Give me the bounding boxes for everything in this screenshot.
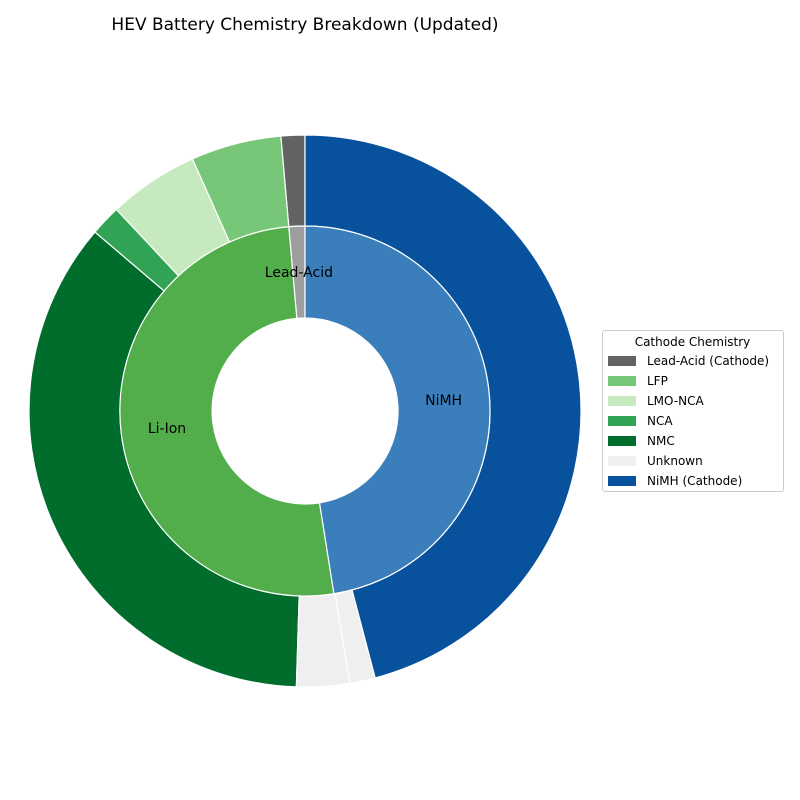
- chart-title: HEV Battery Chemistry Breakdown (Updated…: [111, 15, 498, 35]
- legend-swatch: [608, 476, 636, 486]
- legend-item-lfp: LFP: [608, 371, 777, 391]
- legend-label: LFP: [647, 374, 668, 388]
- legend-swatch: [608, 416, 636, 426]
- inner-wedge-li-ion: [119, 226, 335, 597]
- legend-items: Lead-Acid (Cathode) LFP LMO-NCA NCA NMC Unkno…: [608, 351, 777, 491]
- inner-ring: [119, 225, 491, 597]
- legend-title: Cathode Chemistry: [634, 335, 751, 349]
- legend-swatch: [608, 456, 636, 466]
- outer-ring: [28, 134, 582, 688]
- inner-label-li-ion: Li-Ion: [148, 421, 186, 437]
- legend-item-nimh-cathode: NiMH (Cathode): [608, 471, 777, 491]
- legend-label: NCA: [647, 414, 673, 428]
- inner-label-lead-acid: Lead-Acid: [265, 265, 333, 281]
- legend-label: NMC: [647, 434, 675, 448]
- legend-label: Unknown: [647, 454, 703, 468]
- legend-swatch: [608, 376, 636, 386]
- inner-wedge-nimh: [304, 225, 491, 595]
- legend-item-lmo-nca: LMO-NCA: [608, 391, 777, 411]
- legend-item-nmc: NMC: [608, 431, 777, 451]
- legend-label: LMO-NCA: [647, 394, 704, 408]
- legend-item-lead-acid-cathode: Lead-Acid (Cathode): [608, 351, 777, 371]
- legend-item-unknown: Unknown: [608, 451, 777, 471]
- legend-swatch: [608, 436, 636, 446]
- legend-swatch: [608, 396, 636, 406]
- legend-label: NiMH (Cathode): [647, 474, 743, 488]
- legend-label: Lead-Acid (Cathode): [647, 354, 770, 368]
- inner-label-nimh: NiMH: [425, 393, 462, 409]
- legend: Cathode Chemistry Lead-Acid (Cathode) LFP…: [602, 330, 784, 492]
- inner-ring-labels: Lead-Acid Li-Ion NiMH: [148, 265, 462, 437]
- legend-item-nca: NCA: [608, 411, 777, 431]
- legend-swatch: [608, 356, 636, 366]
